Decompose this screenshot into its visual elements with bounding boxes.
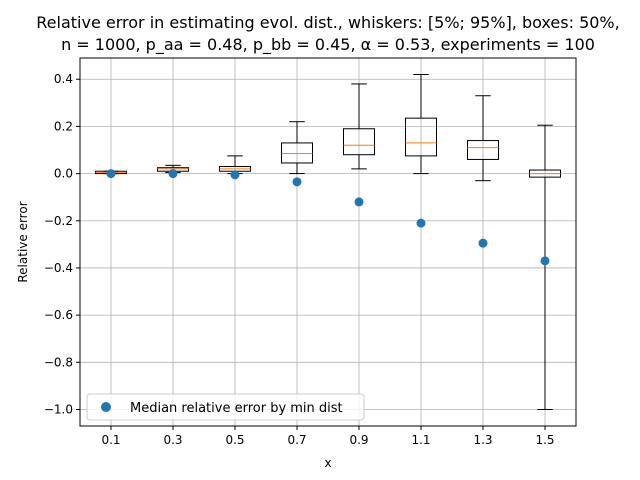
box-plot-0.7 — [281, 121, 313, 175]
box-plot-1.5 — [529, 124, 561, 410]
x-tick-label: 1.5 — [535, 433, 554, 447]
y-tick-label: −0.8 — [44, 355, 73, 369]
y-tick-label: −0.2 — [44, 214, 73, 228]
legend-box — [86, 393, 365, 421]
x-tick-label: 0.1 — [101, 433, 120, 447]
legend-entry-label: Median relative error by min dist — [130, 401, 343, 416]
median-point-0.5 — [230, 170, 240, 180]
iqr-box — [467, 140, 499, 160]
x-tick-label: 1.3 — [473, 433, 492, 447]
legend: Median relative error by min dist — [86, 393, 365, 421]
y-tick-label: −0.4 — [44, 261, 73, 275]
box-plot-1.1 — [405, 74, 437, 175]
y-tick-label: −1.0 — [44, 402, 73, 416]
legend-marker — [101, 402, 111, 412]
iqr-box — [281, 142, 313, 164]
box-plots — [95, 74, 561, 410]
median-point-1.1 — [416, 218, 426, 228]
chart-title-line-2: n = 1000, p_aa = 0.48, p_bb = 0.45, α = … — [61, 35, 595, 55]
median-point-0.9 — [354, 197, 364, 207]
x-tick-label: 0.7 — [287, 433, 306, 447]
box-plot-0.5 — [219, 155, 251, 175]
x-tick-label: 0.5 — [225, 433, 244, 447]
median-point-0.1 — [106, 169, 116, 179]
y-tick-label: −0.6 — [44, 308, 73, 322]
x-axis-ticks: 0.1 0.3 0.5 0.7 0.9 1.1 1.3 1.5 — [101, 426, 555, 447]
iqr-box — [405, 117, 437, 157]
y-axis-label: Relative error — [16, 201, 30, 282]
x-tick-label: 0.3 — [163, 433, 182, 447]
median-point-0.7 — [292, 177, 302, 187]
x-tick-label: 1.1 — [411, 433, 430, 447]
chart-title-line-1: Relative error in estimating evol. dist.… — [36, 13, 619, 32]
median-points — [106, 169, 550, 266]
y-tick-label: 0.4 — [54, 72, 73, 86]
box-plot-0.9 — [343, 83, 375, 170]
grid-lines — [80, 58, 576, 426]
median-point-0.3 — [168, 169, 178, 179]
median-point-1.3 — [478, 238, 488, 248]
y-tick-label: 0.2 — [54, 119, 73, 133]
plot-frame — [79, 57, 577, 427]
y-tick-label: 0.0 — [54, 167, 73, 181]
x-axis-label: x — [324, 456, 331, 470]
y-axis-ticks: −1.0 −0.8 −0.6 −0.4 −0.2 0.0 0.2 0.4 — [44, 72, 80, 416]
iqr-box — [343, 128, 375, 156]
x-tick-label: 0.9 — [349, 433, 368, 447]
box-plot-1.3 — [467, 95, 499, 182]
median-point-1.5 — [540, 256, 550, 266]
